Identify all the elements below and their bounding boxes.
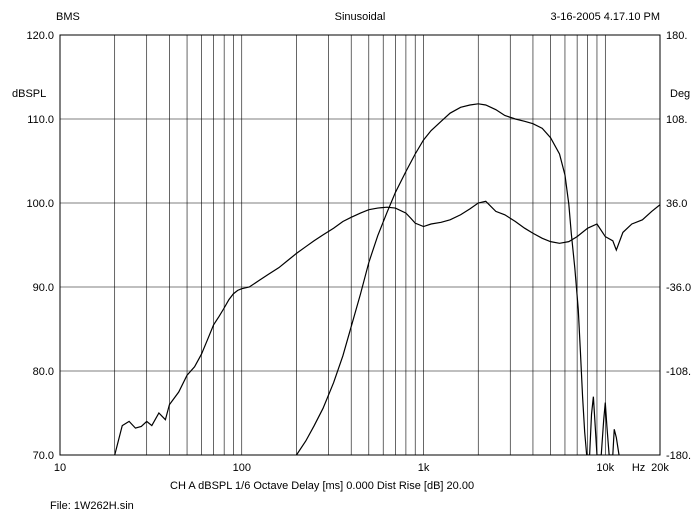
header-left: BMS bbox=[56, 11, 80, 23]
y-right-tick: 36.0 bbox=[666, 198, 687, 210]
footer-caption: CH A dBSPL 1/6 Octave Delay [ms] 0.000 D… bbox=[170, 480, 474, 492]
y-right-tick: 180. bbox=[666, 30, 687, 42]
header-right: 3-16-2005 4.17.10 PM bbox=[551, 11, 660, 23]
y-left-label: dBSPL bbox=[12, 88, 46, 100]
y-right-tick: -36.0 bbox=[666, 282, 691, 294]
y-right-tick: -180. bbox=[666, 450, 691, 462]
y-right-label: Deg bbox=[670, 88, 690, 100]
y-left-tick: 110.0 bbox=[27, 114, 54, 126]
y-right-tick: -108. bbox=[666, 366, 691, 378]
x-unit-label: Hz bbox=[632, 462, 645, 474]
measurement-chart: BMS Sinusoidal 3-16-2005 4.17.10 PM 70.0 80.… bbox=[0, 0, 700, 525]
y-left-tick: 80.0 bbox=[33, 366, 54, 378]
x-tick: 20k bbox=[651, 462, 669, 474]
y-left-tick: 90.0 bbox=[33, 282, 54, 294]
y-left-tick: 100.0 bbox=[26, 198, 54, 210]
x-tick: 100 bbox=[233, 462, 251, 474]
y-left-tick: 120.0 bbox=[26, 30, 54, 42]
series-phase bbox=[296, 104, 619, 455]
x-tick: 10k bbox=[596, 462, 614, 474]
y-left-tick: 70.0 bbox=[33, 450, 54, 462]
x-tick: 10 bbox=[54, 462, 66, 474]
header-center: Sinusoidal bbox=[335, 11, 386, 23]
x-tick: 1k bbox=[418, 462, 430, 474]
series-spl bbox=[115, 201, 660, 455]
y-right-tick: 108. bbox=[666, 114, 687, 126]
footer-file: File: 1W262H.sin bbox=[50, 500, 134, 512]
plot-area bbox=[60, 35, 660, 455]
